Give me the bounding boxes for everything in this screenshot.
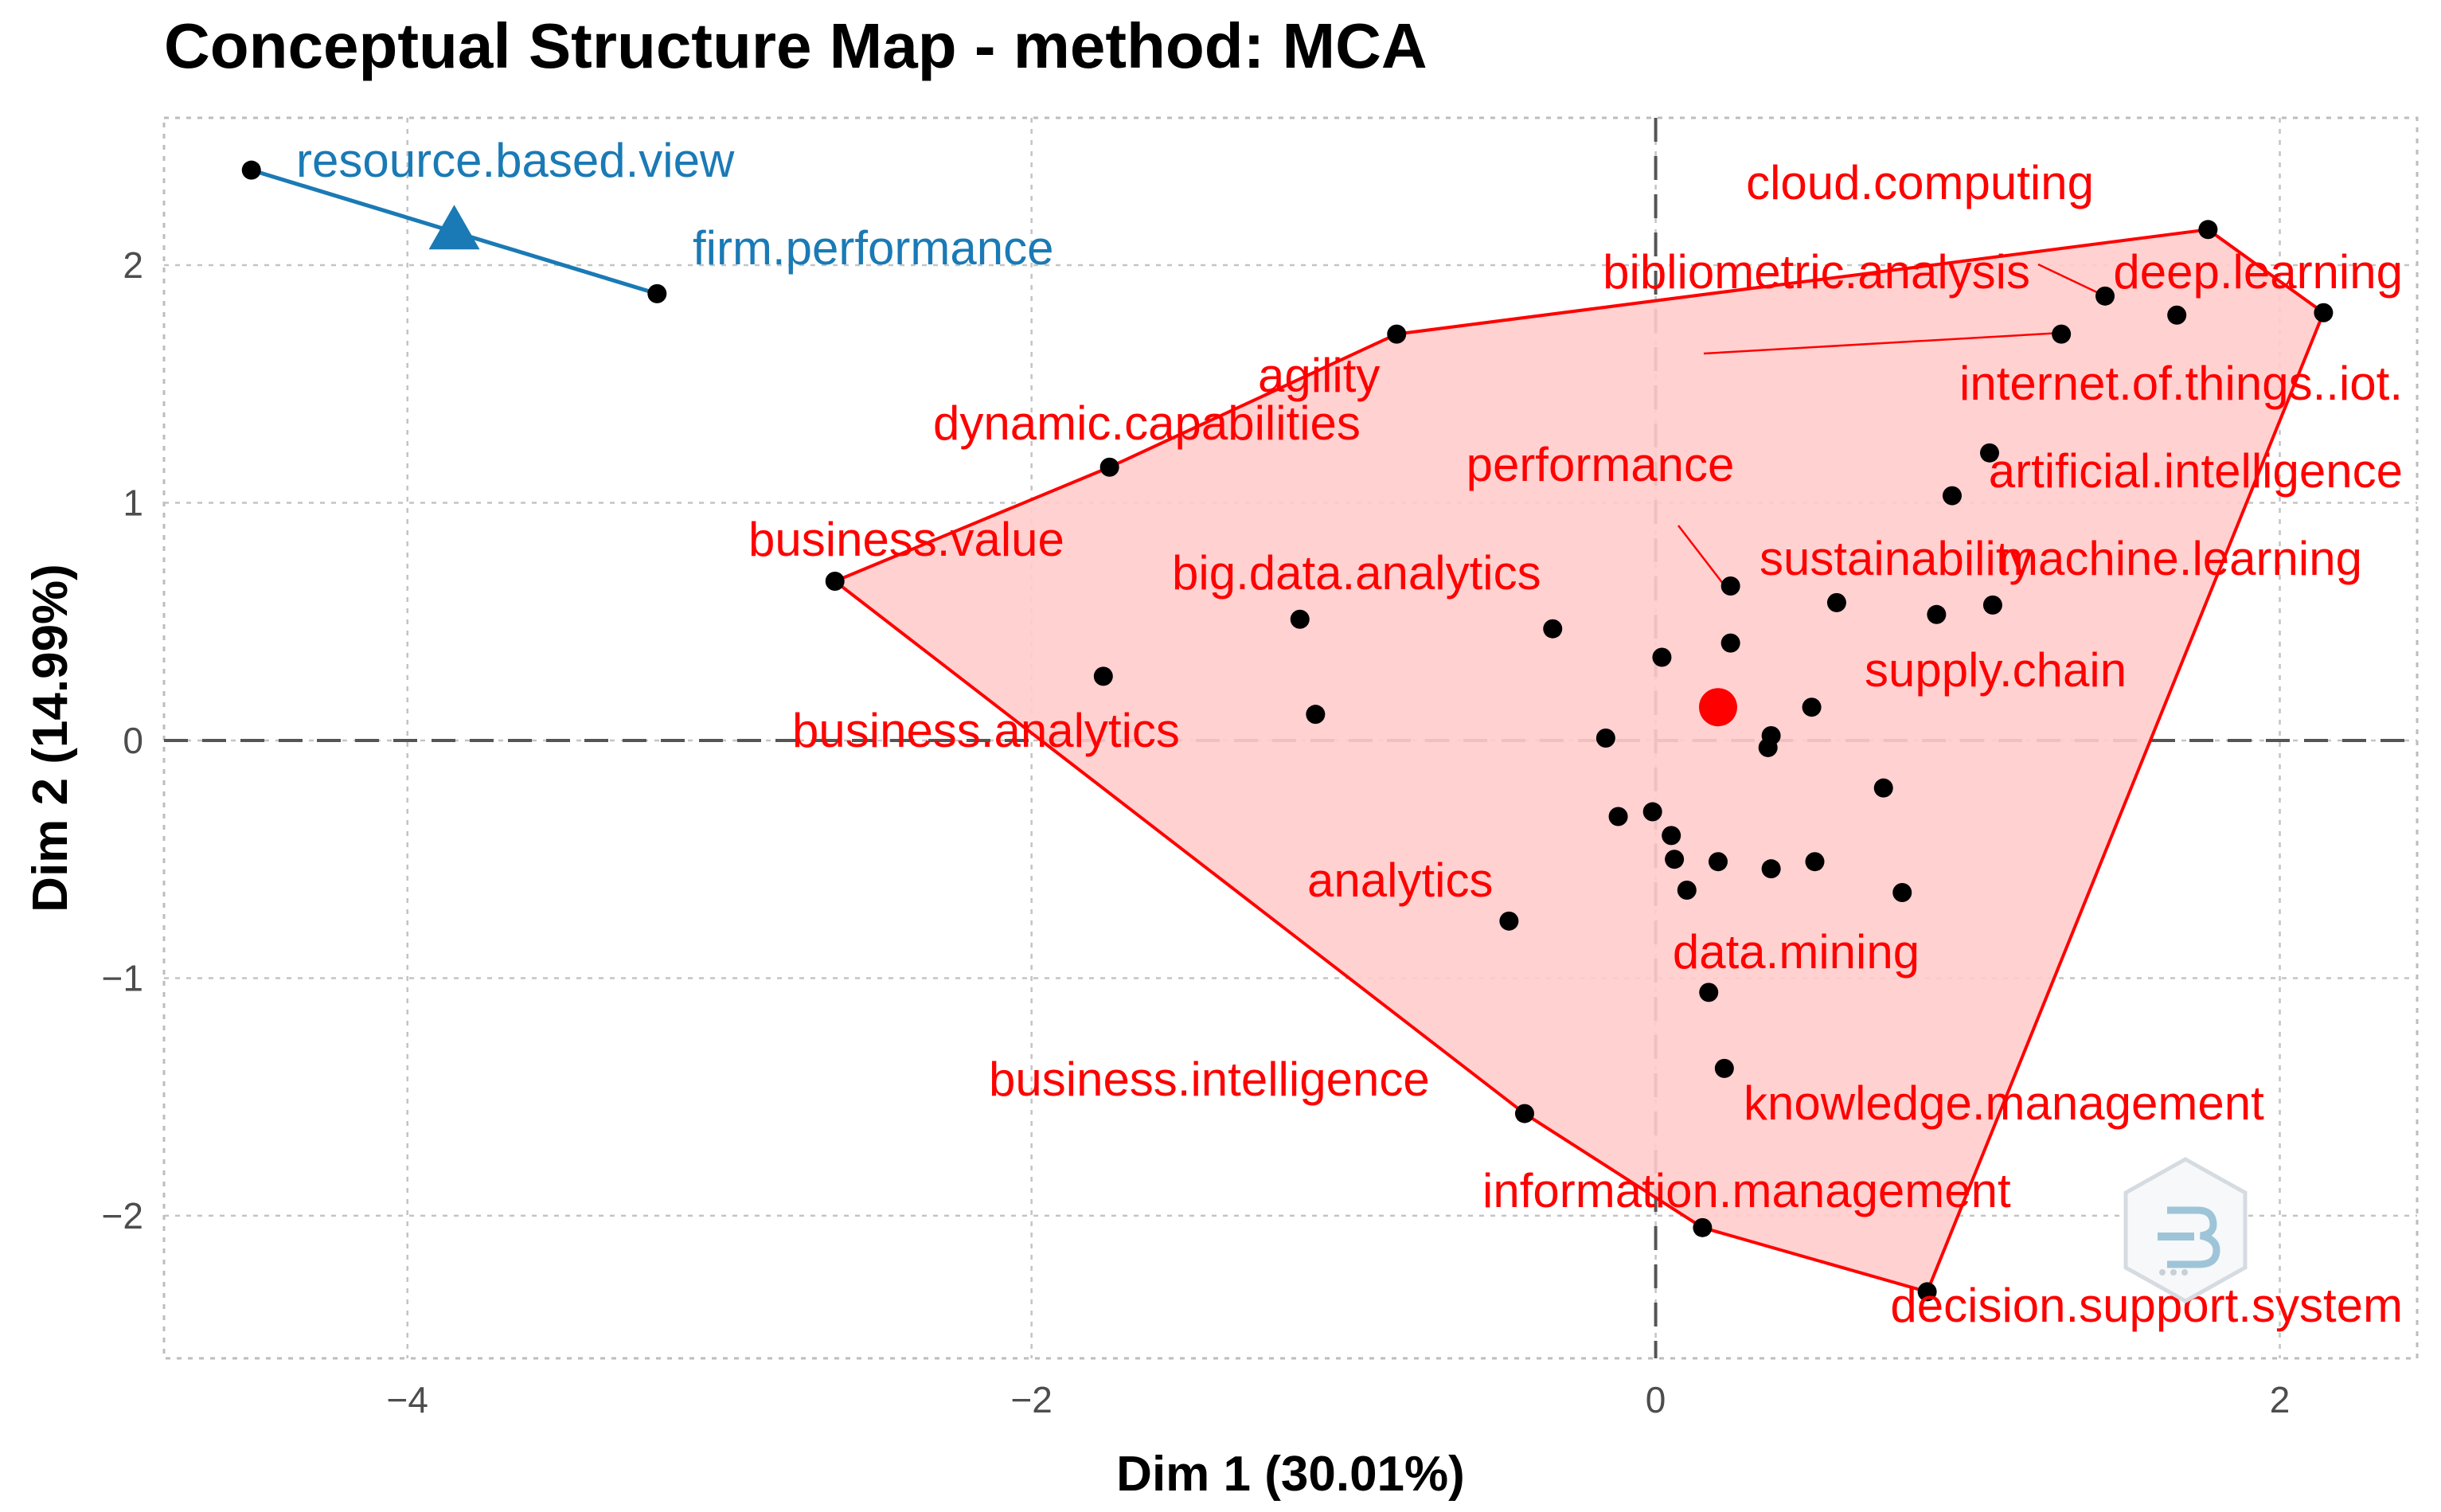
data-point xyxy=(1982,595,2002,615)
data-point xyxy=(1662,826,1681,846)
data-point xyxy=(1608,807,1628,826)
data-point xyxy=(2198,220,2218,240)
data-point xyxy=(647,283,667,303)
data-point xyxy=(1652,647,1672,667)
point-label: performance xyxy=(1467,438,1735,491)
y-axis-title: Dim 2 (14.99%) xyxy=(23,564,78,912)
data-point xyxy=(1917,1282,1937,1302)
x-tick-label: 2 xyxy=(2270,1379,2291,1420)
point-label: bibliometric.analysis xyxy=(1603,245,2030,299)
data-point xyxy=(2314,303,2334,322)
leader-line xyxy=(1703,331,2063,355)
point-label: analytics xyxy=(1307,854,1493,907)
data-point xyxy=(1642,802,1662,822)
data-point xyxy=(1802,697,1822,717)
x-tick-label: −2 xyxy=(1010,1379,1052,1420)
data-point xyxy=(825,572,845,592)
data-point xyxy=(1927,604,1947,624)
data-point xyxy=(1892,883,1912,903)
x-axis-title: Dim 1 (30.01%) xyxy=(1116,1447,1465,1502)
data-point xyxy=(2095,286,2115,306)
point-label: deep.learning xyxy=(2113,245,2403,299)
data-point xyxy=(1514,1104,1534,1123)
data-point xyxy=(1677,881,1697,901)
y-tick-label: 1 xyxy=(123,483,143,524)
y-tick-label: −1 xyxy=(102,957,143,998)
data-point xyxy=(1099,457,1119,477)
point-label: business.value xyxy=(748,513,1064,566)
bibliometrix-logo-icon xyxy=(2123,1157,2248,1303)
data-point xyxy=(1693,1217,1713,1237)
data-point xyxy=(1595,729,1615,748)
y-tick-label: 0 xyxy=(123,720,143,761)
data-point xyxy=(1761,859,1781,879)
point-label: dynamic.capabilities xyxy=(933,397,1361,450)
point-label: supply.chain xyxy=(1865,643,2127,697)
cluster-red-centroid xyxy=(1698,688,1737,727)
x-tick-label: −4 xyxy=(387,1379,428,1420)
point-label: decision.support.system xyxy=(1890,1279,2403,1332)
x-tick-label: 0 xyxy=(1646,1379,1666,1420)
point-label: big.data.analytics xyxy=(1172,546,1541,600)
data-point xyxy=(1093,666,1113,686)
data-point xyxy=(1758,737,1778,757)
data-point xyxy=(1826,592,1846,612)
point-label: information.management xyxy=(1482,1164,2011,1217)
chart-title: Conceptual Structure Map - method: MCA xyxy=(164,10,1427,81)
data-point xyxy=(241,160,261,180)
point-label: data.mining xyxy=(1673,925,1920,979)
point-label: firm.performance xyxy=(693,221,1053,275)
data-point xyxy=(2167,305,2187,325)
data-point xyxy=(1708,852,1728,872)
cluster-blue-centroid xyxy=(428,205,480,250)
data-point xyxy=(1720,576,1740,596)
data-point xyxy=(1387,324,1407,344)
data-point xyxy=(1980,443,2000,463)
data-point xyxy=(1805,852,1825,872)
leader-line xyxy=(1677,525,1727,588)
data-point xyxy=(1720,633,1740,653)
data-point xyxy=(1665,850,1685,869)
point-label: business.analytics xyxy=(792,704,1180,757)
point-label: sustainability xyxy=(1759,532,2033,585)
point-label: cloud.computing xyxy=(1746,156,2094,209)
data-point xyxy=(1499,911,1519,931)
data-point xyxy=(1699,983,1719,1002)
leader-line xyxy=(2037,263,2103,296)
data-point xyxy=(1714,1058,1734,1078)
y-tick-label: 2 xyxy=(123,244,143,286)
point-label: business.intelligence xyxy=(989,1053,1430,1106)
point-label: artificial.intelligence xyxy=(1989,444,2403,498)
data-point xyxy=(1306,705,1326,725)
point-label: resource.based.view xyxy=(296,134,735,187)
data-point xyxy=(1873,778,1893,798)
point-label: agility xyxy=(1258,349,1380,402)
point-label: knowledge.management xyxy=(1744,1076,2264,1130)
data-point xyxy=(1290,609,1310,629)
y-tick-label: −2 xyxy=(102,1195,143,1237)
point-label: internet.of.things..iot. xyxy=(1959,357,2403,410)
data-point xyxy=(2052,324,2072,344)
data-point xyxy=(1543,619,1563,639)
data-point xyxy=(1942,486,1962,506)
point-label: machine.learning xyxy=(1998,532,2362,585)
